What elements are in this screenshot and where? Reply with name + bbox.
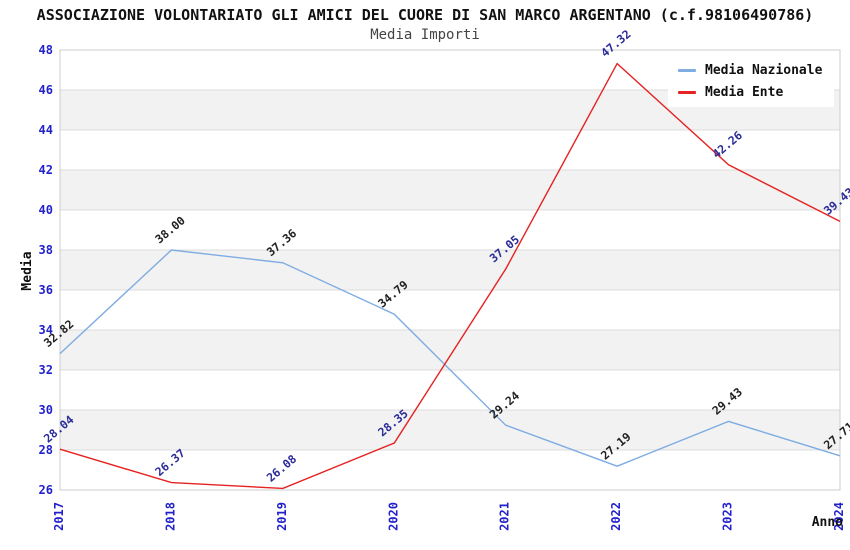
- chart-title: ASSOCIAZIONE VOLONTARIATO GLI AMICI DEL …: [36, 6, 814, 24]
- y-tick-label: 40: [39, 203, 53, 217]
- y-tick-label: 28: [39, 443, 53, 457]
- y-tick-label: 26: [39, 483, 53, 497]
- x-tick-label: 2018: [163, 502, 177, 531]
- plot-band: [60, 210, 840, 250]
- plot-band: [60, 330, 840, 370]
- x-tick-label: 2024: [832, 502, 846, 531]
- y-axis-title: Media: [20, 251, 35, 291]
- y-tick-label: 48: [39, 43, 53, 57]
- x-tick-label: 2022: [609, 502, 623, 531]
- x-tick-label: 2023: [721, 502, 735, 531]
- y-tick-label: 30: [39, 403, 53, 417]
- plot-band: [60, 170, 840, 210]
- series-line: [59, 249, 841, 467]
- plot-band: [60, 130, 840, 170]
- x-tick-label: 2021: [498, 502, 512, 531]
- x-tick-label: 2019: [275, 502, 289, 531]
- y-tick-label: 38: [39, 243, 53, 257]
- y-tick-label: 42: [39, 163, 53, 177]
- line-swatch-icon: [678, 69, 696, 72]
- line-swatch-icon: [678, 91, 696, 94]
- x-axis-title: Anno: [811, 515, 843, 530]
- legend-item-media-nazionale: Media Nazionale: [678, 63, 822, 78]
- plot-band: [60, 370, 840, 410]
- y-tick-label: 44: [39, 123, 53, 137]
- y-tick-label: 34: [39, 323, 53, 337]
- legend: Media Nazionale Media Ente: [668, 56, 835, 107]
- plot-band: [60, 250, 840, 290]
- y-tick-label: 36: [39, 283, 53, 297]
- legend-label: Media Ente: [705, 85, 784, 100]
- legend-label: Media Nazionale: [705, 63, 823, 78]
- series-line: [59, 62, 841, 490]
- x-tick-label: 2017: [52, 502, 66, 531]
- chart-subtitle: Media Importi: [370, 27, 480, 43]
- x-tick-label: 2020: [386, 502, 400, 531]
- y-tick-label: 32: [39, 363, 53, 377]
- plot-band: [60, 290, 840, 330]
- legend-item-media-ente: Media Ente: [678, 85, 822, 100]
- plot-border: [59, 49, 841, 491]
- y-tick-label: 46: [39, 83, 53, 97]
- plot-band: [60, 410, 840, 450]
